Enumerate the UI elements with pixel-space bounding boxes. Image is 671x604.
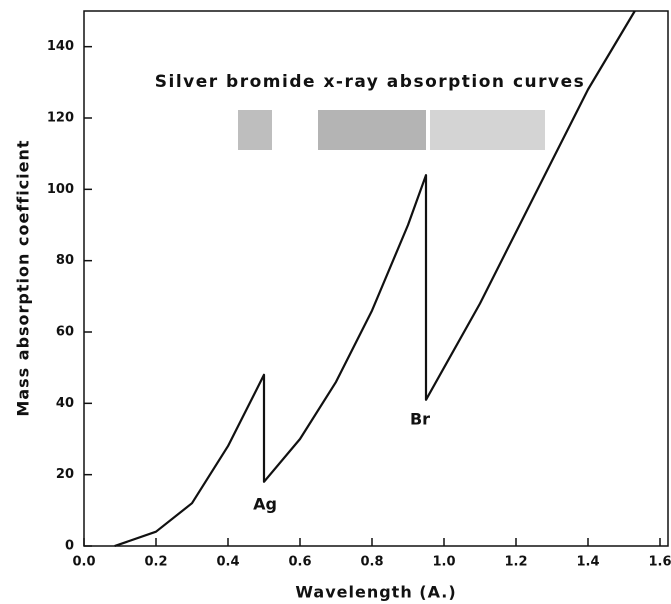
x-tick-label: 0.4 [216,555,239,570]
edge-label: Br [410,410,430,429]
film-strip [430,110,545,150]
x-tick-label: 0.6 [288,555,311,570]
y-tick-label: 60 [56,325,74,340]
x-tick-label: 1.2 [504,555,527,570]
x-tick-label: 1.0 [432,555,455,570]
y-tick-label: 140 [47,39,74,54]
y-tick-label: 20 [56,467,74,482]
edge-label: Ag [253,495,277,514]
x-tick-label: 1.4 [576,555,599,570]
plot-frame [83,10,669,547]
x-tick-label: 1.6 [648,555,671,570]
y-axis-label: Mass absorption coefficient [14,139,33,416]
x-tick-label: 0.0 [72,555,95,570]
film-strip [238,110,272,150]
x-axis-label: Wavelength (A.) [295,583,456,602]
y-tick-label: 100 [47,182,74,197]
chart-title: Silver bromide x-ray absorption curves [155,72,586,92]
absorption-curve [114,10,636,548]
x-tick-label: 0.8 [360,555,383,570]
y-tick-label: 80 [56,253,74,268]
film-strip [318,110,426,150]
x-tick-label: 0.2 [144,555,167,570]
y-tick-label: 40 [56,396,74,411]
y-tick-label: 120 [47,111,74,126]
y-tick-label: 0 [65,539,74,554]
